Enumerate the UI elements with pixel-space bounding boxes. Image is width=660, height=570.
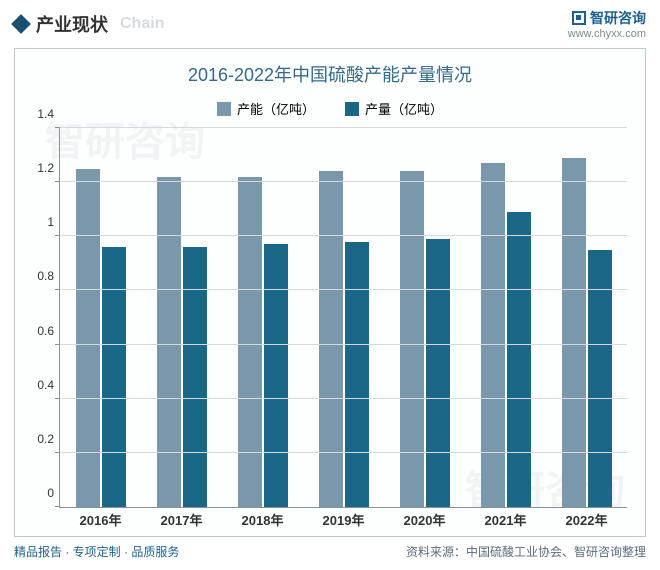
ytick-mark xyxy=(55,506,60,507)
xtick-label: 2019年 xyxy=(303,510,384,529)
ytick-mark xyxy=(55,181,60,182)
bar xyxy=(400,171,424,507)
bar-group: 2017年 xyxy=(141,128,222,507)
ytick-mark xyxy=(55,289,60,290)
bar xyxy=(183,247,207,507)
ytick-label: 0 xyxy=(20,486,54,500)
ytick-mark xyxy=(55,452,60,453)
legend-label: 产能（亿吨） xyxy=(237,99,315,118)
ytick-mark xyxy=(55,344,60,345)
legend-swatch xyxy=(345,102,359,116)
bar xyxy=(345,242,369,507)
legend-item: 产量（亿吨） xyxy=(345,99,443,118)
bar xyxy=(426,239,450,507)
bar-group: 2022年 xyxy=(546,128,627,507)
ytick-mark xyxy=(55,398,60,399)
xtick-label: 2016年 xyxy=(60,510,141,529)
header-bar: 产业现状 Chain 智研咨询 www.chyxx.com xyxy=(0,0,660,44)
footer-bar: 精品报告 · 专项定制 · 品质服务 资料来源：中国硫酸工业协会、智研咨询整理 xyxy=(0,537,660,570)
ytick-label: 0.6 xyxy=(20,324,54,338)
ytick-label: 1 xyxy=(20,215,54,229)
ytick-mark xyxy=(55,235,60,236)
ytick-label: 0.4 xyxy=(20,378,54,392)
legend: 产能（亿吨） 产量（亿吨） xyxy=(15,95,645,128)
plot-area: 2016年2017年2018年2019年2020年2021年2022年 00.2… xyxy=(59,128,627,508)
xtick-label: 2022年 xyxy=(546,510,627,529)
header-right: 智研咨询 www.chyxx.com xyxy=(568,8,646,40)
chart-title: 2016-2022年中国硫酸产能产量情况 xyxy=(15,49,645,95)
brand-icon xyxy=(572,11,586,25)
bar xyxy=(157,177,181,507)
xtick-label: 2021年 xyxy=(465,510,546,529)
grid-line xyxy=(60,398,627,399)
bar xyxy=(319,171,343,507)
grid-line xyxy=(60,235,627,236)
brand-name: 智研咨询 xyxy=(590,8,646,28)
bar-group: 2016年 xyxy=(60,128,141,507)
bar-group: 2018年 xyxy=(222,128,303,507)
xtick-label: 2018年 xyxy=(222,510,303,529)
bar-group: 2021年 xyxy=(465,128,546,507)
bar xyxy=(481,163,505,507)
bar xyxy=(507,212,531,507)
bar xyxy=(264,244,288,507)
ytick-label: 0.8 xyxy=(20,269,54,283)
bar xyxy=(238,177,262,507)
ytick-mark xyxy=(55,127,60,128)
legend-label: 产量（亿吨） xyxy=(365,99,443,118)
bars-container: 2016年2017年2018年2019年2020年2021年2022年 xyxy=(60,128,627,507)
chart-container: 智研咨询 智研咨询 2016-2022年中国硫酸产能产量情况 产能（亿吨）产量（… xyxy=(14,48,646,537)
grid-line xyxy=(60,289,627,290)
legend-swatch xyxy=(217,102,231,116)
header-title: 产业现状 xyxy=(36,11,108,37)
ytick-label: 0.2 xyxy=(20,432,54,446)
bar-group: 2020年 xyxy=(384,128,465,507)
grid-line xyxy=(60,181,627,182)
header-left: 产业现状 Chain xyxy=(14,11,164,37)
brand-url: www.chyxx.com xyxy=(568,28,646,40)
xtick-label: 2017年 xyxy=(141,510,222,529)
legend-item: 产能（亿吨） xyxy=(217,99,315,118)
brand-logo: 智研咨询 xyxy=(568,8,646,28)
xtick-label: 2020年 xyxy=(384,510,465,529)
grid-line xyxy=(60,452,627,453)
bar xyxy=(76,169,100,507)
diamond-icon xyxy=(11,14,31,34)
ytick-label: 1.4 xyxy=(20,107,54,121)
ytick-label: 1.2 xyxy=(20,161,54,175)
grid-line xyxy=(60,127,627,128)
grid-line xyxy=(60,344,627,345)
bar xyxy=(562,158,586,507)
bar xyxy=(102,247,126,507)
header-subtitle: Chain xyxy=(120,15,164,33)
bar-group: 2019年 xyxy=(303,128,384,507)
bar xyxy=(588,250,612,507)
